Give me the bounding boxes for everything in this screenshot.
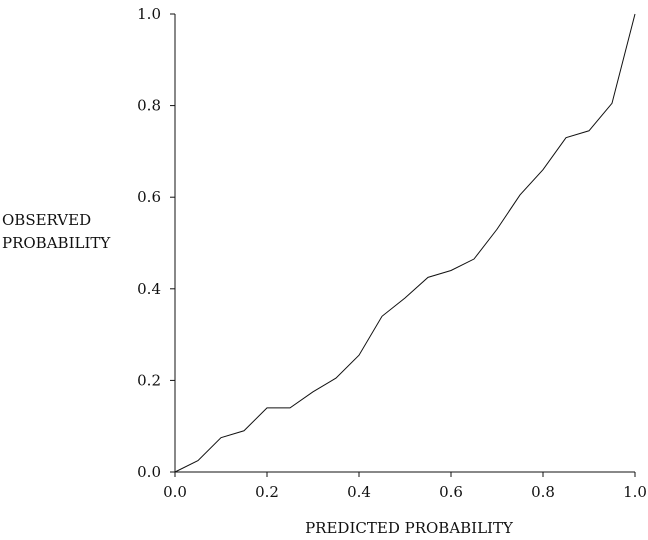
y-axis-title-line-2: PROBABILITY bbox=[2, 234, 111, 252]
series-group bbox=[174, 13, 636, 473]
x-tick-label: 0.0 bbox=[163, 483, 187, 501]
x-tick-label: 0.6 bbox=[439, 483, 463, 501]
y-tick-label: 0.6 bbox=[137, 188, 161, 206]
x-tick-label: 0.8 bbox=[531, 483, 555, 501]
y-tick-label: 0.8 bbox=[137, 97, 161, 115]
x-tick-label: 1.0 bbox=[623, 483, 647, 501]
y-tick-label: 0.2 bbox=[137, 371, 161, 389]
x-axis-title: PREDICTED PROBABILITY bbox=[305, 519, 514, 537]
y-tick-label: 1.0 bbox=[137, 5, 161, 23]
y-axis-title-line-1: OBSERVED bbox=[2, 211, 91, 229]
x-tick-label: 0.2 bbox=[255, 483, 279, 501]
ticks: 0.0 0.2 0.4 0.6 0.8 1.0 0.0 0.2 0.4 0.6 0.8 1.0 bbox=[137, 5, 647, 501]
y-tick-label: 0.4 bbox=[137, 280, 161, 298]
series-line bbox=[174, 13, 636, 473]
y-tick-label: 0.0 bbox=[137, 463, 161, 481]
x-tick-label: 0.4 bbox=[347, 483, 371, 501]
axes bbox=[174, 14, 635, 473]
